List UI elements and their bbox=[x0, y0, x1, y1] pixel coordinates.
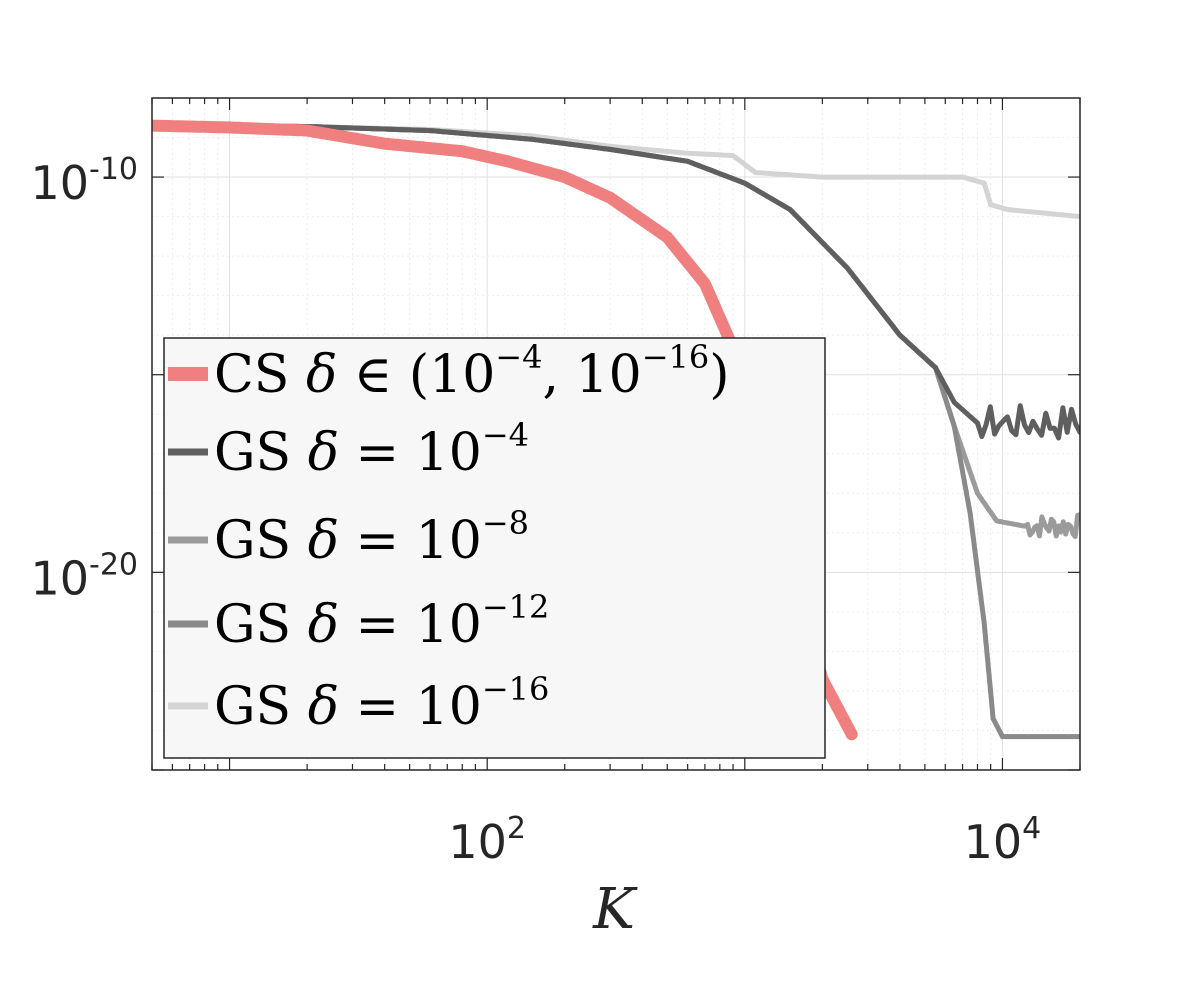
legend-op: = 10 bbox=[339, 511, 482, 571]
y-tick-label: 10-10 bbox=[30, 152, 138, 210]
legend-box bbox=[163, 337, 826, 759]
legend-sup2: −16 bbox=[642, 338, 710, 376]
legend-prefix: GS bbox=[214, 511, 308, 571]
x-tick-label: 102 bbox=[448, 811, 526, 869]
legend-op: ∈ (10 bbox=[337, 345, 495, 405]
legend-sup1: −8 bbox=[482, 504, 529, 542]
legend-item: CS δ ∈ (10−4, 10−16) bbox=[168, 338, 730, 405]
legend-prefix: CS bbox=[214, 345, 306, 405]
legend-prefix: GS bbox=[214, 677, 308, 737]
legend-symbol: δ bbox=[308, 423, 339, 483]
y-tick-base: 10 bbox=[30, 551, 89, 605]
legend-sup1: −16 bbox=[482, 670, 550, 708]
legend-label: GS δ = 10−8 bbox=[214, 504, 529, 571]
legend-sup1: −12 bbox=[482, 588, 550, 626]
series-line-1 bbox=[152, 123, 1080, 441]
legend-mid: , 10 bbox=[542, 345, 641, 405]
legend-label: GS δ = 10−4 bbox=[214, 416, 529, 483]
legend-item: GS δ = 10−8 bbox=[168, 504, 529, 571]
y-tick-base: 10 bbox=[30, 156, 89, 210]
legend-symbol: δ bbox=[308, 677, 339, 737]
x-axis-title: K bbox=[592, 877, 638, 942]
legend-item: GS δ = 10−4 bbox=[168, 416, 529, 483]
legend-item: GS δ = 10−16 bbox=[168, 670, 549, 737]
legend-symbol: δ bbox=[308, 511, 339, 571]
ticks bbox=[151, 98, 1081, 771]
x-tick-base: 10 bbox=[448, 815, 507, 869]
legend-sup1: −4 bbox=[482, 416, 529, 454]
x-tick-base: 10 bbox=[964, 815, 1023, 869]
plot-frame bbox=[151, 97, 1081, 771]
legend-symbol: δ bbox=[308, 595, 339, 655]
legend-label: CS δ ∈ (10−4, 10−16) bbox=[214, 338, 730, 405]
x-tick-exp: 4 bbox=[1022, 811, 1041, 846]
legend-sup1: −4 bbox=[495, 338, 542, 376]
legend-symbol: δ bbox=[306, 345, 337, 405]
legend-label: GS δ = 10−16 bbox=[214, 670, 549, 737]
legend-prefix: GS bbox=[214, 595, 308, 655]
legend-prefix: GS bbox=[214, 423, 308, 483]
legend-op: = 10 bbox=[339, 677, 482, 737]
legend-item: GS δ = 10−12 bbox=[168, 588, 549, 655]
legend-op: = 10 bbox=[339, 595, 482, 655]
x-tick-exp: 2 bbox=[507, 811, 526, 846]
y-tick-exp: -10 bbox=[89, 152, 138, 187]
legend-suffix: ) bbox=[709, 345, 729, 405]
y-tick-exp: -20 bbox=[89, 547, 138, 582]
legend-label: GS δ = 10−12 bbox=[214, 588, 549, 655]
x-tick-label: 104 bbox=[964, 811, 1042, 869]
legend-op: = 10 bbox=[339, 423, 482, 483]
y-tick-label: 10-20 bbox=[30, 547, 138, 605]
legend: CS δ ∈ (10−4, 10−16)GS δ = 10−4GS δ = 10… bbox=[163, 337, 826, 759]
